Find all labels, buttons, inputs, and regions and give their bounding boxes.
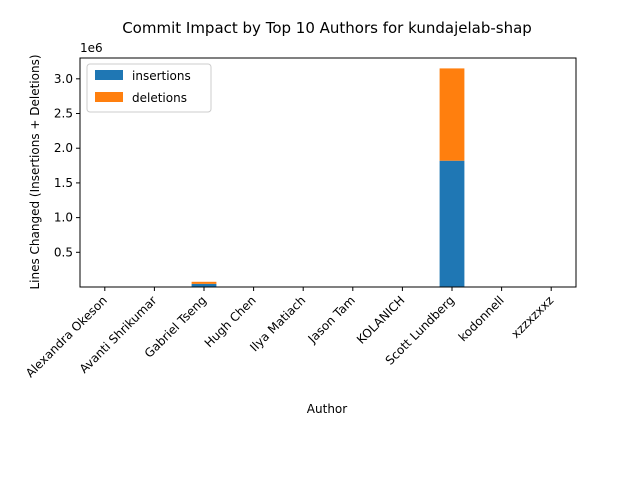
bar-insertions-2 (191, 283, 217, 287)
y-axis-label: Lines Changed (Insertions + Deletions) (28, 54, 42, 289)
bar-insertions-7 (439, 160, 465, 287)
legend: insertions deletions (86, 63, 212, 113)
y-tick-label: 2.0 (54, 141, 73, 155)
legend-swatch-deletions (95, 92, 123, 102)
y-tick-label: 1.5 (54, 176, 73, 190)
bars-group (92, 68, 564, 287)
bar-deletions-7 (439, 68, 465, 161)
legend-label-deletions: deletions (132, 91, 187, 105)
x-tick-label: kodonnell (456, 293, 507, 344)
y-tick-label: 3.0 (54, 72, 73, 86)
bar-deletions-2 (191, 281, 217, 284)
x-tick-label: KOLANICH (354, 293, 408, 347)
chart-title: Commit Impact by Top 10 Authors for kund… (122, 19, 532, 37)
x-axis-label: Author (307, 402, 347, 416)
x-tick-label: xzzxzxxz (509, 293, 557, 341)
y-tick-label: 2.5 (54, 107, 73, 121)
y-tick-label: 0.5 (54, 245, 73, 259)
x-tick-label: Jason Tam (305, 293, 358, 346)
x-tick-label: Alexandra Okeson (23, 293, 110, 380)
y-offset-label: 1e6 (80, 41, 103, 55)
y-tick-label: 1.0 (54, 211, 73, 225)
legend-label-insertions: insertions (132, 69, 191, 83)
legend-swatch-insertions (95, 70, 123, 80)
y-axis-ticks: 0.5 1.0 1.5 2.0 2.5 3.0 (54, 72, 80, 259)
plot-frame (79, 57, 577, 288)
